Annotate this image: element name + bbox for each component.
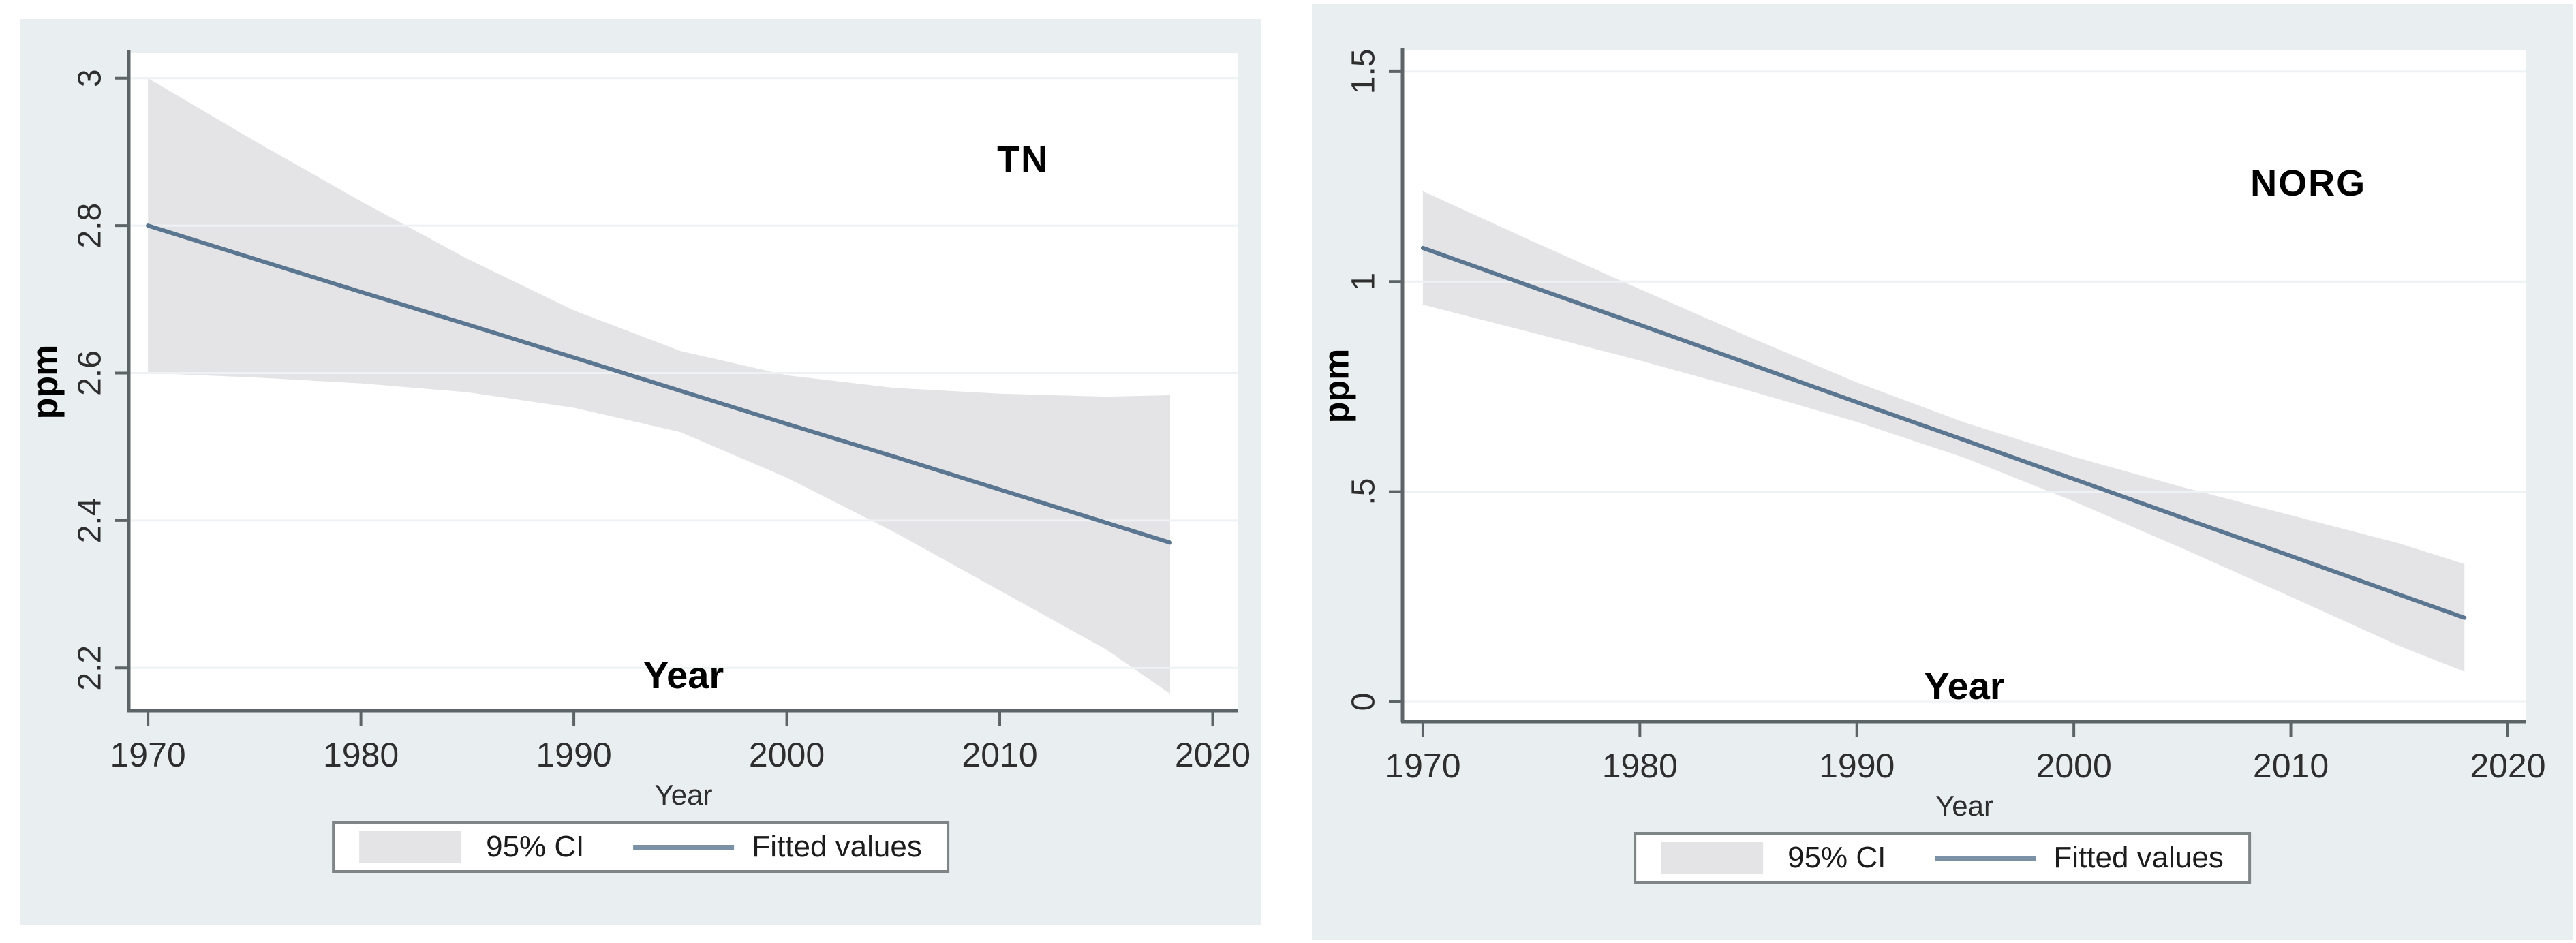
x-tick-label: 2020	[1175, 736, 1251, 774]
panel-title: TN	[997, 139, 1049, 180]
y-axis-title: ppm	[1317, 349, 1357, 424]
x-tick-label: 1990	[1819, 747, 1895, 785]
x-tick-label: 1980	[323, 736, 399, 774]
fitted-line	[146, 223, 1173, 545]
x-tick-label: 1980	[1602, 747, 1678, 785]
y-tick-label: 3	[72, 69, 108, 87]
ci-band-swatch-icon	[1661, 842, 1764, 874]
y-tick-label: 2.8	[72, 203, 108, 249]
x-axis-title: Year	[1935, 790, 1993, 822]
ci-band-swatch-icon	[359, 831, 462, 863]
y-tick-label: .5	[1346, 478, 1382, 506]
ci-legend-label: 95% CI	[486, 830, 585, 863]
y-axis-title: ppm	[26, 345, 65, 420]
tn-legend: 95% CI Fitted values	[332, 821, 949, 873]
x-axis-title: Year	[655, 779, 713, 811]
fitted-legend-label: Fitted values	[752, 830, 922, 863]
x-tick-label: 2010	[962, 736, 1037, 774]
fitted-line	[1420, 245, 2467, 620]
x-tick-label: 2000	[2036, 747, 2112, 785]
x-tick-label: 1970	[1385, 747, 1460, 785]
panel-title: NORG	[2250, 163, 2366, 204]
y-tick-label: 2.6	[72, 350, 108, 396]
norg-legend: 95% CI Fitted values	[1634, 832, 2251, 884]
inner-x-axis-label: Year	[643, 653, 724, 696]
norg-chart-figure: 1.5 1.5 0 1970 1980 1990 2000 2010 2020 Year Year p…	[1312, 4, 2573, 940]
ci-legend-label: 95% CI	[1788, 841, 1886, 874]
x-tick-label: 2010	[2253, 747, 2329, 785]
y-tick-label: 2.2	[72, 645, 108, 691]
y-tick-label: 0	[1346, 693, 1382, 711]
x-tick-label: 2020	[2470, 747, 2545, 785]
fitted-line-sample-icon	[1935, 855, 2036, 861]
fitted-legend-label: Fitted values	[2053, 841, 2224, 874]
y-tick-label: 1.5	[1346, 48, 1382, 94]
x-tick-label: 1970	[110, 736, 186, 774]
tn-chart: 3 2.8 2.6 2.4 2.2 1970 1980 1990 2000 2010 2020 Yea…	[20, 19, 1261, 925]
y-tick-label: 2.4	[72, 498, 108, 544]
fitted-line-sample-icon	[633, 844, 735, 850]
x-tick-label: 1990	[536, 736, 611, 774]
x-tick-label: 2000	[749, 736, 825, 774]
y-tick-label: 1	[1346, 273, 1382, 291]
tn-chart-figure: 3 2.8 2.6 2.4 2.2 1970 1980 1990 2000 2010 2020 Yea…	[20, 19, 1261, 925]
inner-x-axis-label: Year	[1924, 664, 2004, 707]
